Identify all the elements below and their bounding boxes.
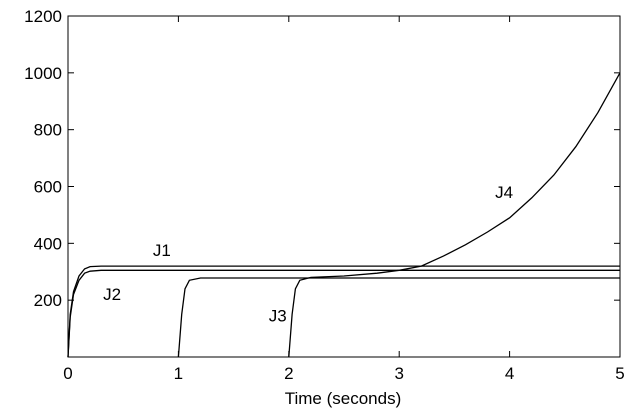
x-tick-label: 0: [63, 364, 72, 383]
y-tick-label: 1200: [24, 7, 62, 26]
y-tick-label: 800: [34, 121, 62, 140]
y-tick-label: 400: [34, 234, 62, 253]
x-tick-label: 2: [284, 364, 293, 383]
series-label-j4: J4: [495, 183, 513, 202]
series-line-j3: [177, 277, 620, 358]
series-label-j2: J2: [103, 285, 121, 304]
y-tick-label: 200: [34, 291, 62, 310]
plot-area: [67, 15, 621, 358]
series-line-j1: [67, 265, 620, 358]
series-group: [67, 72, 621, 358]
ticks-group: 0 1 2 3 4 5 200 400 600 800 1000 1200: [24, 7, 625, 383]
x-tick-label: 3: [394, 364, 403, 383]
x-tick-label: 4: [505, 364, 514, 383]
y-tick-label: 600: [34, 178, 62, 197]
series-label-j3: J3: [269, 306, 287, 325]
series-line-j2: [67, 269, 620, 358]
annotations-group: J1 J2 J3 J4: [103, 183, 513, 326]
x-tick-label: 5: [615, 364, 624, 383]
plot-frame: [67, 15, 621, 358]
y-tick-label: 1000: [24, 64, 62, 83]
x-axis-title: Time (seconds): [285, 389, 402, 408]
x-tick-label: 1: [174, 364, 183, 383]
series-line-j4: [288, 72, 621, 358]
series-label-j1: J1: [153, 241, 171, 260]
